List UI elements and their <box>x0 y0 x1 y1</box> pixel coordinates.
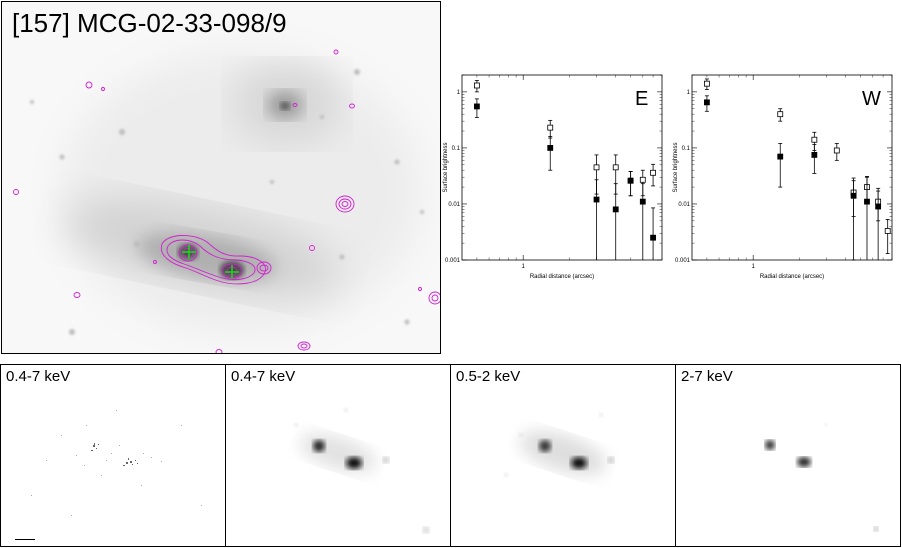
profile-plot-west: 1 0.1 0.01 0.001 1 Radial distance (arcsec) Su… <box>670 70 895 285</box>
band-label: 2-7 keV <box>681 368 733 385</box>
data-point-open <box>777 111 784 118</box>
xray-smoothed-broad-image <box>294 408 429 533</box>
data-point-filled <box>593 196 600 203</box>
panel-label-west: W <box>862 88 881 110</box>
data-point-open <box>833 147 840 154</box>
x-tick-label: 1 <box>522 264 526 270</box>
data-point-filled <box>612 206 619 213</box>
plot-frame <box>461 74 663 261</box>
x-tick-label: 1 <box>752 264 756 270</box>
band-label: 0.4-7 keV <box>6 368 71 385</box>
xray-soft-image <box>504 413 614 477</box>
optical-image <box>2 2 440 353</box>
data-point-filled <box>875 203 882 210</box>
profile-chart-west: 1 0.1 0.01 0.001 1 Radial distance (arcsec) Su… <box>673 74 893 280</box>
band-label: 0.5-2 keV <box>456 368 521 385</box>
panel-label-east: E <box>635 88 649 110</box>
data-point-open <box>473 82 480 89</box>
data-point-filled <box>650 234 656 241</box>
data-point-open <box>703 80 710 87</box>
data-point-open <box>612 164 619 171</box>
xray-panel-hard: 2-7 keV <box>676 365 900 546</box>
y-tick-label: 0.1 <box>452 146 461 152</box>
data-point-open <box>639 176 646 183</box>
data-point-filled <box>864 198 870 205</box>
y-tick-label: 0.001 <box>675 258 691 264</box>
y-tick-label: 0.01 <box>448 202 460 208</box>
data-point-filled <box>627 177 634 184</box>
data-point-open <box>650 169 656 176</box>
data-point-open <box>884 228 891 234</box>
y-tick-label: 1 <box>687 90 691 96</box>
y-tick-label: 0.1 <box>682 146 691 152</box>
data-point-open <box>547 124 554 131</box>
band-label: 0.4-7 keV <box>231 368 296 385</box>
profile-plot-east: 1 0.1 0.01 0.001 1 Radial distance (arcsec) Su… <box>440 70 665 285</box>
y-axis-label: Surface brightness <box>443 142 449 192</box>
data-point-open <box>593 164 600 171</box>
x-axis-label: Radial distance (arcsec) <box>530 274 594 280</box>
optical-image-panel: [157] MCG-02-33-098/9 <box>1 1 441 354</box>
x-axis-label: Radial distance (arcsec) <box>760 274 824 280</box>
scale-bar <box>15 539 35 540</box>
y-tick-label: 1 <box>457 90 461 96</box>
data-point-filled <box>777 153 784 160</box>
xray-hard-image <box>765 423 879 532</box>
data-point-filled <box>473 103 480 110</box>
data-point-filled <box>850 192 857 199</box>
xray-raw-image <box>31 410 202 516</box>
xray-contours <box>13 49 440 353</box>
nucleus-markers <box>182 245 239 279</box>
profile-chart-east: 1 0.1 0.01 0.001 1 Radial distance (arcsec) Su… <box>443 74 663 280</box>
data-point-filled <box>811 152 818 158</box>
y-tick-label: 0.01 <box>678 202 690 208</box>
data-point-filled <box>703 99 710 106</box>
plot-frame <box>691 74 893 261</box>
xray-image-strip: 0.4-7 keV 0.4-7 keV <box>0 364 901 547</box>
y-tick-label: 0.001 <box>445 258 461 264</box>
data-point-filled <box>547 145 554 151</box>
xray-panel-soft: 0.5-2 keV <box>451 365 676 546</box>
y-axis-label: Surface brightness <box>673 142 679 192</box>
data-point-open <box>811 136 818 143</box>
xray-panel-raw: 0.4-7 keV <box>1 365 226 546</box>
data-point-filled <box>639 198 646 205</box>
xray-panel-smoothed-broad: 0.4-7 keV <box>226 365 451 546</box>
figure-title: [157] MCG-02-33-098/9 <box>12 8 287 38</box>
